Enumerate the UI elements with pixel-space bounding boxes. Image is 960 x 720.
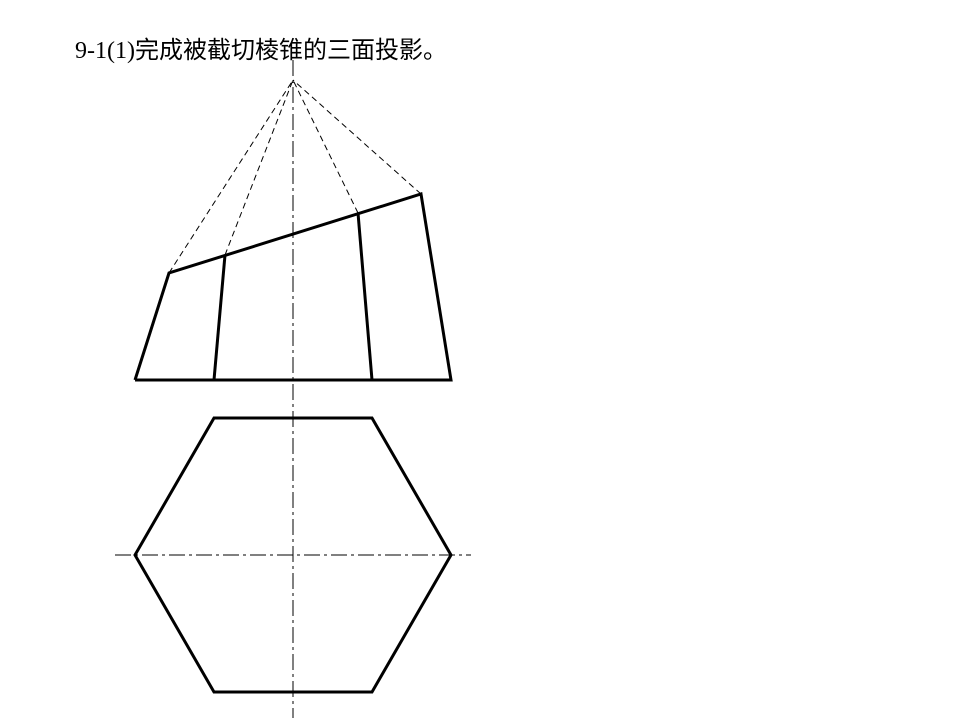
orthographic-drawing (0, 0, 960, 720)
